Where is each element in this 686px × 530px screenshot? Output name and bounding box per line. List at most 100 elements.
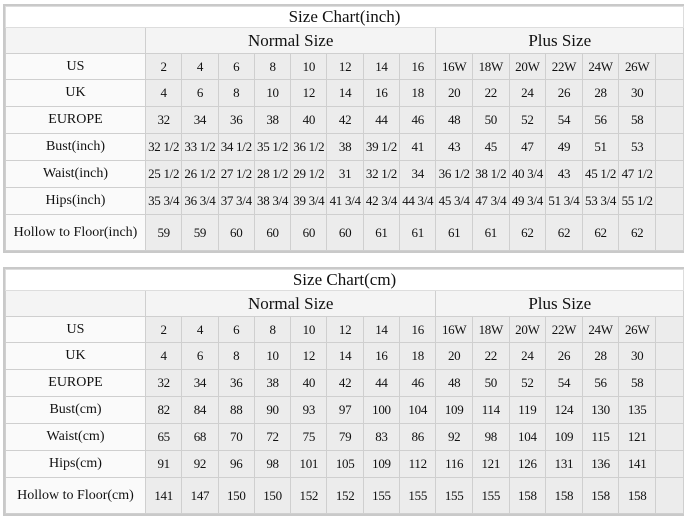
size-cell: 45 3/4 bbox=[435, 187, 473, 215]
size-cell: 152 bbox=[290, 477, 328, 514]
size-cell: 88 bbox=[217, 396, 255, 424]
size-cell: 8 bbox=[253, 53, 292, 80]
size-cell: 25 1/2 bbox=[144, 160, 183, 188]
size-cell: 39 3/4 bbox=[290, 187, 328, 215]
size-cell: 59 bbox=[181, 214, 219, 251]
size-cell: 8 bbox=[253, 316, 292, 343]
size-cell: 109 bbox=[362, 450, 401, 478]
size-cell: 52 bbox=[508, 106, 547, 134]
size-cell: 16W bbox=[435, 316, 473, 343]
size-cell: 26 bbox=[545, 79, 583, 107]
size-cell: 109 bbox=[545, 423, 583, 451]
size-cell: 10 bbox=[290, 316, 328, 343]
size-cell: 60 bbox=[253, 214, 292, 251]
size-cell: 40 bbox=[290, 106, 328, 134]
size-cell: 34 1/2 bbox=[217, 133, 255, 161]
size-cell: 141 bbox=[618, 450, 656, 478]
size-cell: 109 bbox=[435, 396, 473, 424]
group-header-normal-size: Normal Size bbox=[144, 27, 437, 54]
row-label: Hips(cm) bbox=[5, 450, 146, 478]
size-cell: 56 bbox=[581, 369, 620, 397]
size-cell: 33 1/2 bbox=[181, 133, 219, 161]
size-cell: 24 bbox=[508, 342, 547, 370]
size-cell: 152 bbox=[326, 477, 364, 514]
size-cell: 31 bbox=[326, 160, 364, 188]
size-cell: 36 bbox=[217, 369, 255, 397]
size-cell: 26 bbox=[545, 342, 583, 370]
row-label: Waist(inch) bbox=[5, 160, 146, 188]
size-cell: 46 bbox=[399, 106, 437, 134]
size-cell: 155 bbox=[362, 477, 401, 514]
empty-cell bbox=[654, 187, 685, 215]
size-cell: 14 bbox=[326, 342, 364, 370]
size-cell: 10 bbox=[253, 342, 292, 370]
size-cell: 40 bbox=[290, 369, 328, 397]
table-row: EUROPE 32 34 36 38 40 42 44 46 48 50 52 54 56 58 bbox=[5, 369, 685, 397]
size-cell: 35 1/2 bbox=[253, 133, 292, 161]
row-label: Bust(cm) bbox=[5, 396, 146, 424]
size-cell: 38 1/2 bbox=[471, 160, 510, 188]
size-cell: 30 bbox=[618, 342, 656, 370]
size-cell: 62 bbox=[545, 214, 583, 251]
size-cell: 20 bbox=[435, 79, 473, 107]
empty-cell bbox=[654, 369, 685, 397]
size-cell: 32 1/2 bbox=[144, 133, 183, 161]
size-cell: 10 bbox=[253, 79, 292, 107]
size-cell: 104 bbox=[399, 396, 437, 424]
size-cell: 32 1/2 bbox=[362, 160, 401, 188]
size-cell: 30 bbox=[618, 79, 656, 107]
size-cell: 72 bbox=[253, 423, 292, 451]
size-cell: 22 bbox=[471, 342, 510, 370]
size-cell: 24W bbox=[581, 316, 620, 343]
size-cell: 26W bbox=[618, 53, 656, 80]
size-cell: 36 1/2 bbox=[290, 133, 328, 161]
size-cell: 50 bbox=[471, 369, 510, 397]
size-cell: 6 bbox=[181, 79, 219, 107]
row-label: Waist(cm) bbox=[5, 423, 146, 451]
size-cell: 100 bbox=[362, 396, 401, 424]
table-row: Bust(inch) 32 1/2 33 1/2 34 1/2 35 1/2 36 1/2… bbox=[5, 133, 685, 161]
size-cell: 70 bbox=[217, 423, 255, 451]
size-cell: 4 bbox=[181, 316, 219, 343]
size-cell: 12 bbox=[326, 53, 364, 80]
size-cell: 48 bbox=[435, 106, 473, 134]
size-cell: 55 1/2 bbox=[618, 187, 656, 215]
size-cell: 61 bbox=[471, 214, 510, 251]
size-cell: 2 bbox=[144, 316, 183, 343]
size-cell: 34 bbox=[399, 160, 437, 188]
size-cell: 22W bbox=[545, 53, 583, 80]
size-cell: 24 bbox=[508, 79, 547, 107]
size-cell: 84 bbox=[181, 396, 219, 424]
size-cell: 136 bbox=[581, 450, 620, 478]
size-cell: 49 3/4 bbox=[508, 187, 547, 215]
size-cell: 43 bbox=[435, 133, 473, 161]
size-cell: 6 bbox=[217, 316, 255, 343]
group-header-plus-size: Plus Size bbox=[435, 290, 685, 317]
row-label: Hips(inch) bbox=[5, 187, 146, 215]
size-table: Size Chart(inch) Normal Size Plus Size US 2 4… bbox=[4, 6, 685, 251]
size-cell: 37 3/4 bbox=[217, 187, 255, 215]
size-cell: 14 bbox=[362, 53, 401, 80]
table-row: Hips(cm) 91 92 96 98 101 105 109 112 116 121 126 131… bbox=[5, 450, 685, 478]
size-cell: 65 bbox=[144, 423, 183, 451]
size-cell: 22W bbox=[545, 316, 583, 343]
size-cell: 83 bbox=[362, 423, 401, 451]
size-cell: 52 bbox=[508, 369, 547, 397]
size-cell: 24W bbox=[581, 53, 620, 80]
table-row: Waist(cm) 65 68 70 72 75 79 83 86 92 98 104 109 115 12… bbox=[5, 423, 685, 451]
row-label: UK bbox=[5, 342, 146, 370]
size-cell: 135 bbox=[618, 396, 656, 424]
size-cell: 158 bbox=[618, 477, 656, 514]
size-cell: 61 bbox=[435, 214, 473, 251]
size-cell: 34 bbox=[181, 369, 219, 397]
size-cell: 22 bbox=[471, 79, 510, 107]
size-cell: 62 bbox=[508, 214, 547, 251]
size-cell: 12 bbox=[290, 79, 328, 107]
size-cell: 50 bbox=[471, 106, 510, 134]
size-cell: 42 bbox=[326, 369, 364, 397]
size-cell: 150 bbox=[217, 477, 255, 514]
size-cell: 104 bbox=[508, 423, 547, 451]
size-cell: 61 bbox=[399, 214, 437, 251]
size-cell: 121 bbox=[618, 423, 656, 451]
size-cell: 58 bbox=[618, 369, 656, 397]
